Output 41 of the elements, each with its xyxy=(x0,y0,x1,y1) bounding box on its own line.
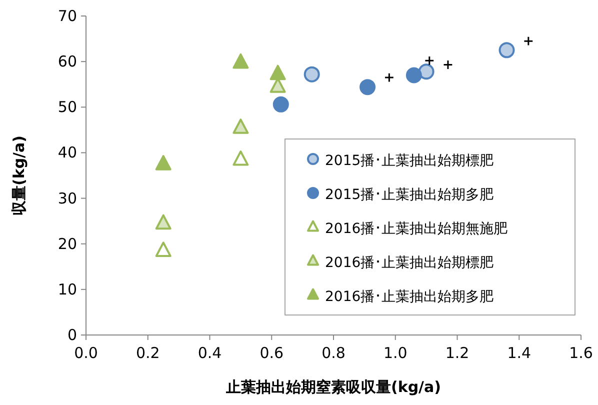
legend-label: 2016播･止葉抽出始期標肥 xyxy=(325,255,494,271)
y-tick-label: 50 xyxy=(58,98,77,116)
x-axis-title: 止葉抽出始期窒素吸収量(kg/a) xyxy=(224,378,442,396)
legend-label: 2015播･止葉抽出始期多肥 xyxy=(325,187,494,203)
legend-label: 2016播･止葉抽出始期無施肥 xyxy=(325,221,508,237)
point xyxy=(232,150,249,166)
y-tick-label: 70 xyxy=(58,7,77,25)
legend-label: 2015播･止葉抽出始期標肥 xyxy=(325,153,494,169)
x-tick-label: 0.2 xyxy=(136,344,160,362)
point xyxy=(232,118,249,134)
y-axis-title: 収量(kg/a) xyxy=(10,135,28,216)
y-tick-label: 0 xyxy=(67,326,77,344)
y-tick-label: 30 xyxy=(58,189,77,208)
point xyxy=(155,214,172,230)
point xyxy=(443,60,453,70)
point xyxy=(418,64,434,80)
x-tick-label: 0.6 xyxy=(260,344,284,362)
y-tick-label: 40 xyxy=(58,144,77,162)
point xyxy=(498,42,515,58)
y-tick-label: 20 xyxy=(58,234,77,253)
point xyxy=(232,53,249,69)
legend-label: 2016播･止葉抽出始期多肥 xyxy=(325,289,494,305)
point xyxy=(406,67,422,84)
x-tick-label: 0.0 xyxy=(74,344,98,362)
x-tick-label: 1.6 xyxy=(569,344,593,362)
x-tick-label: 1.4 xyxy=(507,344,532,362)
point xyxy=(360,79,376,96)
point xyxy=(272,96,289,112)
x-tick-label: 0.8 xyxy=(322,344,346,362)
point xyxy=(304,66,320,82)
x-tick-label: 1.2 xyxy=(445,344,470,362)
point xyxy=(270,64,286,80)
point xyxy=(424,56,434,66)
y-tick-label: 10 xyxy=(58,280,77,298)
y-tick-label: 60 xyxy=(58,52,77,71)
x-tick-label: 1.0 xyxy=(383,344,408,362)
point xyxy=(155,242,172,257)
point xyxy=(523,36,534,46)
point xyxy=(384,72,394,82)
point xyxy=(155,155,172,170)
x-tick-label: 0.4 xyxy=(198,344,222,362)
